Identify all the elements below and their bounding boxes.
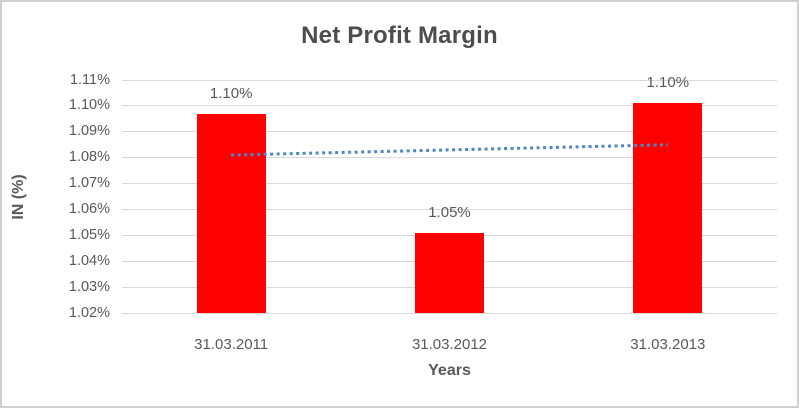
bar	[415, 232, 484, 313]
gridline	[122, 131, 777, 133]
gridline	[122, 79, 777, 81]
y-axis-title: IN (%)	[10, 174, 27, 220]
bar	[196, 113, 266, 313]
trendline-dotted-line	[231, 143, 668, 157]
bar	[633, 103, 703, 313]
y-axis-tick-label: 1.11%	[69, 71, 110, 88]
bar-data-label: 1.10%	[646, 74, 690, 92]
y-axis-tick-label: 1.05%	[68, 226, 110, 243]
y-axis-tick-label: 1.07%	[68, 175, 110, 192]
y-axis-tick-label: 1.04%	[68, 252, 110, 269]
x-axis-tick-label: 31.03.2013	[630, 336, 706, 353]
y-axis-tick-label: 1.06%	[68, 200, 110, 217]
y-axis-tick-label: 1.08%	[68, 149, 110, 166]
chart-title: Net Profit Margin	[301, 22, 498, 49]
y-axis-tick-label: 1.02%	[68, 304, 110, 321]
gridline	[122, 312, 777, 314]
gridline	[122, 157, 777, 159]
gridline	[122, 105, 777, 107]
y-axis-tick-label: 1.09%	[68, 123, 110, 140]
x-axis-title: Years	[428, 362, 471, 379]
y-axis-tick-label: 1.10%	[68, 97, 110, 114]
bar-data-label: 1.10%	[209, 84, 253, 102]
y-axis-tick-label: 1.03%	[68, 278, 110, 295]
x-axis-tick-label: 31.03.2012	[411, 336, 488, 353]
bar-data-label: 1.05%	[428, 203, 471, 221]
x-axis-tick-label: 31.03.2011	[194, 336, 269, 353]
gridline	[122, 183, 777, 185]
gridline	[122, 208, 777, 210]
